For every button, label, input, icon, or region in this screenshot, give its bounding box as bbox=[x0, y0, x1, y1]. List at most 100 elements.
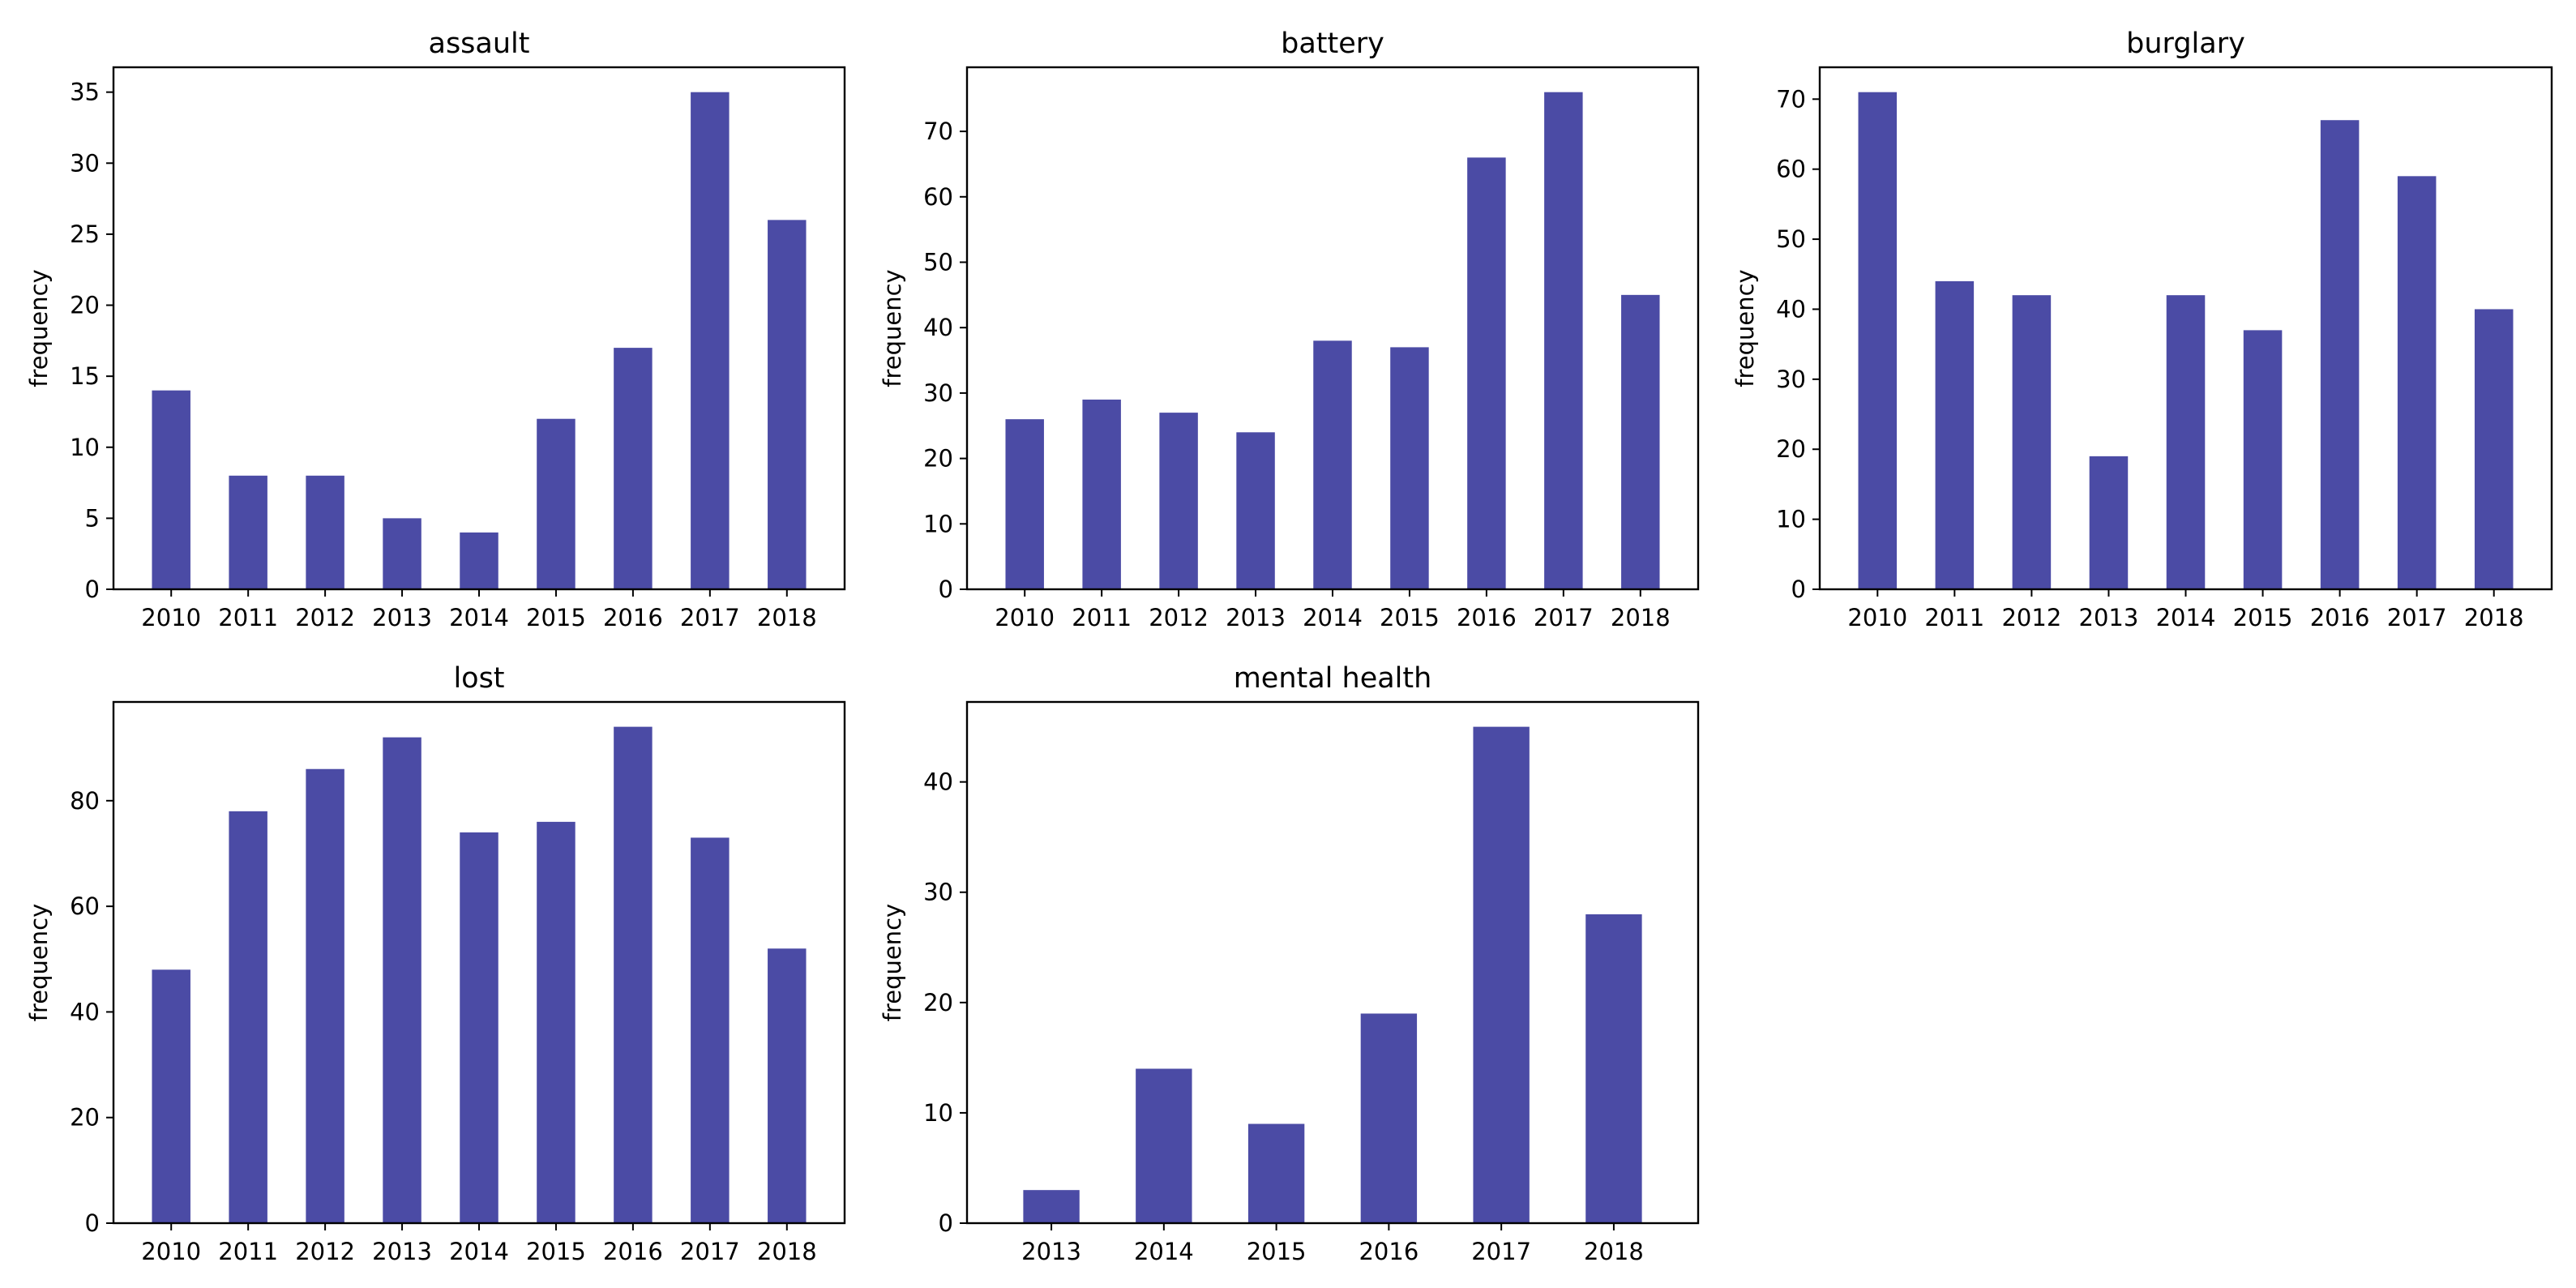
bar-2017 bbox=[691, 92, 730, 590]
x-tick-label: 2011 bbox=[1924, 604, 1984, 631]
x-tick-label: 2012 bbox=[1149, 604, 1209, 631]
x-tick-label: 2018 bbox=[2464, 604, 2524, 631]
x-tick-label: 2016 bbox=[603, 1238, 663, 1265]
y-tick-label: 40 bbox=[923, 768, 953, 796]
y-tick-label: 20 bbox=[923, 989, 953, 1016]
x-tick-label: 2017 bbox=[2387, 604, 2447, 631]
y-tick-label: 50 bbox=[1776, 225, 1806, 253]
bar-2016 bbox=[1360, 1013, 1418, 1223]
plot-frame bbox=[965, 700, 1700, 1225]
chart-panel-3: 2010 2011 2012 2013 2014 2015 2016 2017 2018 0 10 2… bbox=[1731, 28, 2553, 631]
y-tick-label: 30 bbox=[1776, 366, 1806, 393]
bar-2017 bbox=[691, 837, 730, 1223]
chart-panel-5: 2013 2014 2015 2016 2017 2018 0 10 20 30 40 frequen… bbox=[879, 662, 1700, 1265]
x-tick-label: 2016 bbox=[603, 604, 663, 631]
bar-2016 bbox=[614, 726, 653, 1223]
y-tick-label: 0 bbox=[939, 576, 953, 603]
x-tick-label: 2018 bbox=[1584, 1238, 1644, 1265]
x-tick-label: 2016 bbox=[1359, 1238, 1419, 1265]
y-tick-label: 35 bbox=[70, 79, 100, 106]
x-tick-label: 2010 bbox=[141, 1238, 201, 1265]
bar-2017 bbox=[1544, 92, 1583, 590]
bar-2011 bbox=[229, 811, 267, 1223]
bar-2014 bbox=[460, 832, 499, 1223]
x-tick-label: 2012 bbox=[295, 1238, 355, 1265]
y-tick-label: 40 bbox=[70, 998, 100, 1025]
bar-2015 bbox=[1390, 347, 1429, 589]
plot-frame bbox=[112, 66, 846, 591]
bar-2015 bbox=[2243, 330, 2283, 589]
y-tick-label: 40 bbox=[1776, 295, 1806, 323]
bar-2018 bbox=[2474, 309, 2514, 589]
y-tick-label: 20 bbox=[70, 292, 100, 319]
x-tick-label: 2010 bbox=[995, 604, 1055, 631]
x-tick-label: 2010 bbox=[141, 604, 201, 631]
bar-2015 bbox=[537, 821, 576, 1223]
x-tick-label: 2015 bbox=[526, 1238, 586, 1265]
x-tick-label: 2015 bbox=[2233, 604, 2293, 631]
bar-2017 bbox=[1473, 726, 1530, 1223]
x-tick-label: 2018 bbox=[1611, 604, 1671, 631]
y-tick-label: 10 bbox=[923, 1099, 953, 1127]
bar-2012 bbox=[306, 768, 344, 1223]
chart-title: assault bbox=[429, 28, 530, 60]
y-axis-title: frequency bbox=[25, 269, 53, 387]
bar-2010 bbox=[1005, 419, 1044, 589]
x-tick-label: 2010 bbox=[1847, 604, 1907, 631]
x-tick-label: 2017 bbox=[680, 1238, 740, 1265]
bar-2016 bbox=[2320, 120, 2360, 590]
x-tick-label: 2013 bbox=[1226, 604, 1286, 631]
bar-2011 bbox=[1082, 399, 1121, 589]
x-tick-label: 2013 bbox=[372, 1238, 432, 1265]
bar-2010 bbox=[152, 390, 190, 589]
bar-2016 bbox=[1467, 157, 1506, 589]
x-tick-label: 2016 bbox=[2310, 604, 2370, 631]
bar-2013 bbox=[1023, 1190, 1080, 1223]
x-tick-label: 2016 bbox=[1457, 604, 1517, 631]
y-tick-label: 40 bbox=[923, 314, 953, 341]
chart-title: lost bbox=[453, 662, 504, 695]
y-tick-label: 0 bbox=[939, 1209, 953, 1237]
bar-2014 bbox=[1136, 1068, 1192, 1223]
x-tick-label: 2017 bbox=[680, 604, 740, 631]
bar-2018 bbox=[768, 220, 807, 589]
x-tick-label: 2013 bbox=[372, 604, 432, 631]
x-tick-label: 2015 bbox=[1247, 1238, 1307, 1265]
x-tick-label: 2015 bbox=[1380, 604, 1440, 631]
y-tick-label: 30 bbox=[923, 379, 953, 407]
chart-title: burglary bbox=[2126, 28, 2245, 60]
y-axis-title: frequency bbox=[879, 269, 906, 387]
y-tick-label: 70 bbox=[1776, 85, 1806, 113]
x-tick-label: 2012 bbox=[2001, 604, 2061, 631]
bar-2012 bbox=[1159, 413, 1198, 589]
bar-2010 bbox=[152, 969, 190, 1223]
bar-2018 bbox=[1585, 914, 1642, 1223]
y-tick-label: 10 bbox=[70, 434, 100, 461]
y-tick-label: 70 bbox=[923, 118, 953, 145]
y-tick-label: 30 bbox=[70, 149, 100, 177]
bar-2011 bbox=[1935, 280, 1975, 589]
x-tick-label: 2014 bbox=[1134, 1238, 1194, 1265]
bar-2014 bbox=[2166, 295, 2206, 589]
y-tick-label: 5 bbox=[85, 504, 100, 532]
y-tick-label: 80 bbox=[70, 787, 100, 815]
y-axis-title: frequency bbox=[1731, 269, 1759, 387]
chart-panel-1: 2010 2011 2012 2013 2014 2015 2016 2017 20180510… bbox=[25, 28, 846, 631]
y-tick-label: 30 bbox=[923, 879, 953, 906]
bar-2014 bbox=[1313, 340, 1352, 589]
x-tick-label: 2011 bbox=[218, 604, 278, 631]
chart-title: mental health bbox=[1234, 662, 1432, 695]
x-tick-label: 2018 bbox=[757, 1238, 817, 1265]
x-tick-label: 2012 bbox=[295, 604, 355, 631]
y-axis-title: frequency bbox=[879, 904, 906, 1021]
bar-2014 bbox=[460, 532, 499, 589]
bar-2015 bbox=[1247, 1123, 1305, 1223]
x-tick-label: 2015 bbox=[526, 604, 586, 631]
y-tick-label: 25 bbox=[70, 220, 100, 248]
y-tick-label: 10 bbox=[1776, 506, 1806, 533]
chart-panel-2: 2010 2011 2012 2013 2014 2015 2016 2017 2018 0 10 2… bbox=[879, 28, 1700, 631]
x-tick-label: 2017 bbox=[1534, 604, 1594, 631]
bar-2018 bbox=[768, 948, 807, 1223]
x-tick-label: 2011 bbox=[1072, 604, 1132, 631]
